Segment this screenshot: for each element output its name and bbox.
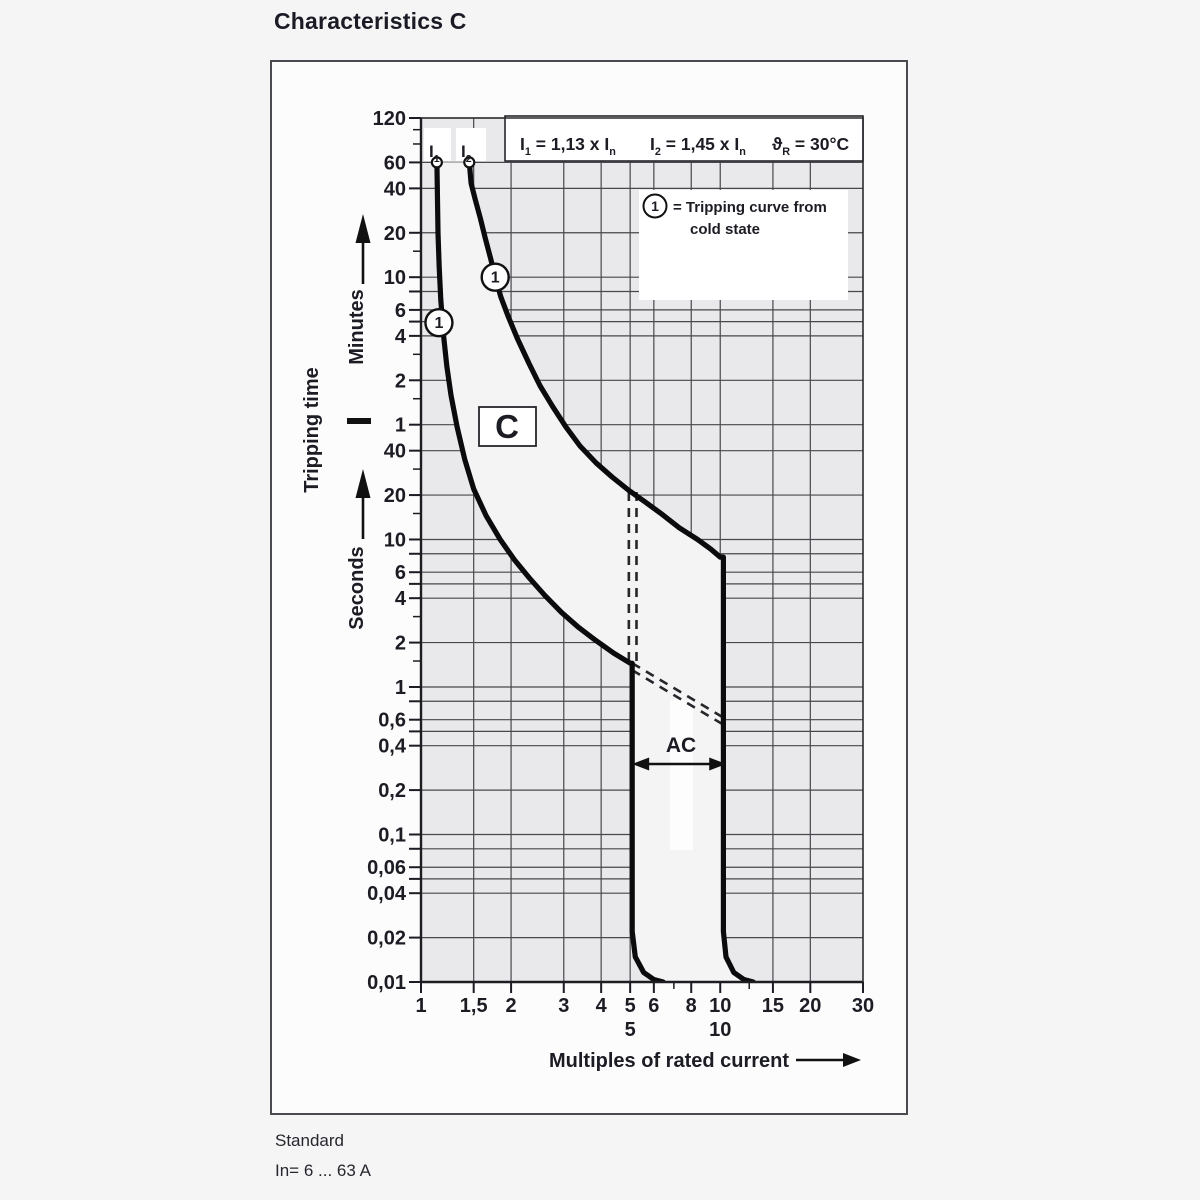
up-arrow-head-icon [355, 469, 371, 498]
y-ticks [409, 117, 421, 983]
footer-standard: Standard [275, 1131, 344, 1150]
x-tick-label: 10 [709, 995, 731, 1017]
curve-number-marker [480, 262, 510, 292]
curve-number-label: 1 [434, 315, 443, 332]
y-tick-label-seconds: 0,01 [367, 972, 406, 994]
legend-text-line2: cold state [690, 221, 760, 238]
x-tick-label: 2 [506, 995, 517, 1017]
dashed-diagonal [631, 669, 725, 726]
y-axis-title: Tripping time [301, 367, 323, 493]
y-tick-label-minutes: 2 [395, 370, 406, 392]
y-tick-label-minutes: 60 [384, 152, 406, 174]
y-tick-label-seconds: 6 [395, 562, 406, 584]
y-units-minutes-label: Minutes [346, 289, 368, 365]
right-arrow-head-icon [709, 757, 727, 771]
y-tick-label-seconds: 0,02 [367, 928, 406, 950]
x-tick-label: 8 [686, 995, 697, 1017]
x-ticks [420, 982, 864, 993]
curve-start-marker [430, 156, 443, 169]
formula-i2: I2 = 1,45 x In [650, 134, 746, 158]
x-tick-label: 6 [648, 995, 659, 1017]
y-tick-label-seconds: 0,1 [378, 824, 406, 846]
y-tick-label-seconds: 4 [395, 588, 407, 610]
band-label-box [478, 406, 537, 447]
curve-label-i2: I2 [461, 142, 472, 165]
y-tick-label-minutes: 1 [395, 415, 406, 437]
legend-text-line1: = Tripping curve from [673, 199, 827, 216]
x-tick-label: 30 [852, 995, 874, 1017]
curve-label-i1: I1 [429, 142, 440, 165]
y-tick-label-minutes: 40 [384, 178, 406, 200]
y-tick-label-minutes: 20 [384, 223, 406, 245]
curve-start-marker [463, 156, 476, 169]
y-tick-label-seconds: 2 [395, 633, 406, 655]
y-tick-label-minutes: 4 [395, 326, 407, 348]
x-tick-label: 1,5 [460, 995, 488, 1017]
i2-label-patch [456, 128, 486, 161]
footer: Standard In= 6 ... 63 A [275, 1126, 371, 1186]
curve-number-label: 1 [491, 270, 500, 287]
y-tick-label-seconds: 40 [384, 441, 406, 463]
right-arrow-head-icon [843, 1053, 861, 1067]
legend-box [639, 190, 848, 300]
x-tick-label: 20 [799, 995, 821, 1017]
page-title: Characteristics C [274, 8, 467, 34]
tripping-curve-upper-I2-cold [466, 159, 756, 982]
dashed-diagonal [631, 662, 725, 719]
y-tick-label-seconds: 0,6 [378, 710, 406, 732]
ac-label: AC [666, 734, 696, 757]
x-secondary-label: 5 [625, 1019, 636, 1041]
x-tick-label: 5 [625, 995, 636, 1017]
y-tick-label-minutes: 6 [395, 300, 406, 322]
y-tick-label-seconds: 20 [384, 485, 406, 507]
formula-box [504, 115, 864, 162]
y-tick-label-seconds: 0,06 [367, 857, 406, 879]
up-arrow-head-icon [355, 214, 371, 243]
formula-temperature: ϑR = 30°C [772, 134, 849, 158]
footer-rating-range: In= 6 ... 63 A [275, 1161, 371, 1180]
y-tick-label-seconds: 0,04 [367, 883, 407, 905]
y-units-seconds-label: Seconds [346, 546, 368, 629]
y-tick-label-seconds: 0,4 [378, 736, 407, 758]
y-tick-label-seconds: 10 [384, 529, 406, 551]
dashed-transition [627, 491, 725, 726]
x-tick-label: 3 [558, 995, 569, 1017]
y-tick-label-minutes: 10 [384, 267, 406, 289]
y-tick-label-seconds: 0,2 [378, 780, 406, 802]
curve-number-marker [424, 307, 454, 338]
x-secondary-label: 10 [709, 1019, 731, 1041]
x-axis-title: Multiples of rated current [549, 1050, 789, 1072]
legend-number: 1 [651, 198, 659, 214]
left-arrow-head-icon [632, 757, 650, 771]
i1-label-patch [424, 128, 451, 161]
legend-number-circle [642, 193, 668, 219]
band-label-c: C [495, 408, 519, 445]
y-tick-label-seconds: 1 [395, 677, 406, 699]
ac-highlight-strip [670, 700, 693, 850]
formula-i1: I1 = 1,13 x In [520, 134, 616, 158]
y-tick-label-minutes: 120 [373, 108, 406, 130]
x-tick-label: 15 [762, 995, 784, 1017]
x-tick-label: 4 [596, 995, 608, 1017]
x-tick-label: 1 [415, 995, 426, 1017]
